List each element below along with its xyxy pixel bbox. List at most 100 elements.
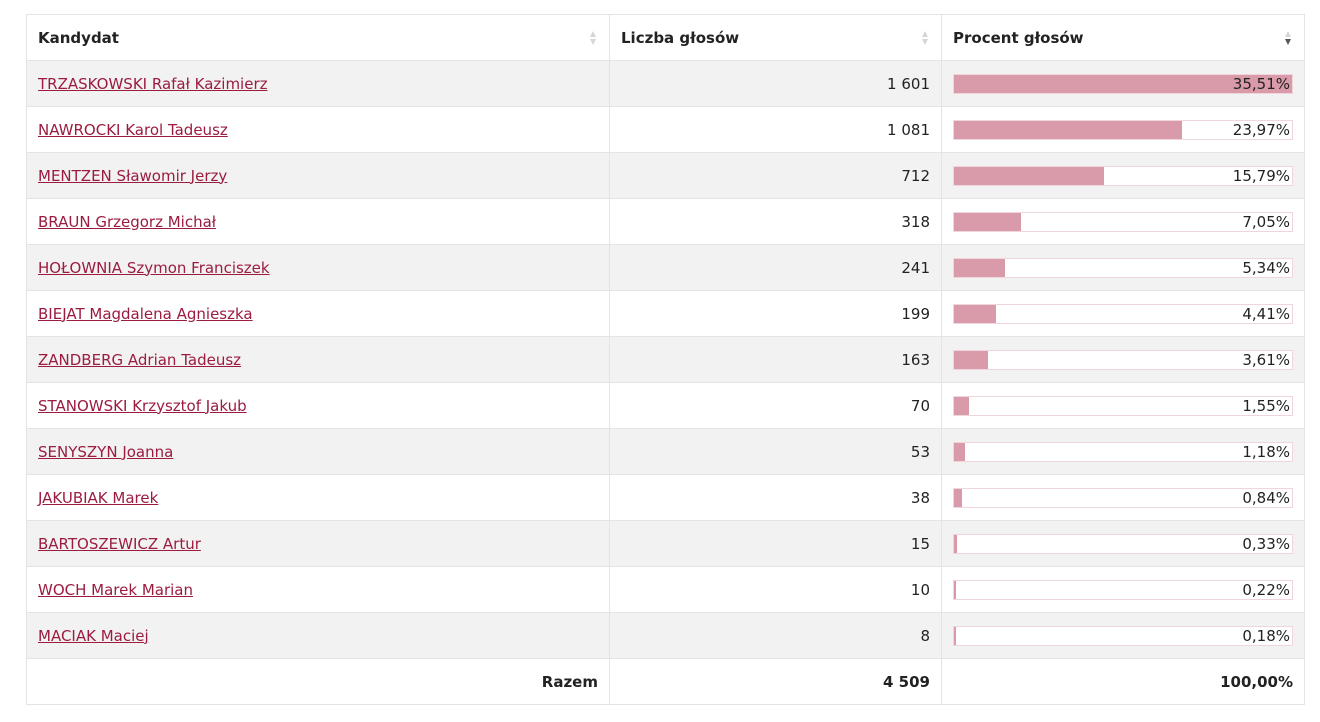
table-row: MENTZEN Sławomir Jerzy 712 15,79% — [26, 152, 1305, 199]
candidate-link[interactable]: MACIAK Maciej — [38, 626, 149, 645]
candidate-cell: MACIAK Maciej — [26, 612, 610, 659]
percent-label: 1,55% — [1242, 396, 1290, 415]
bar-track: 35,51% — [953, 73, 1293, 94]
percent-label: 3,61% — [1242, 350, 1290, 369]
candidate-link[interactable]: BRAUN Grzegorz Michał — [38, 212, 217, 231]
percent-cell: 5,34% — [941, 244, 1305, 291]
percent-cell: 4,41% — [941, 290, 1305, 337]
candidate-link[interactable]: NAWROCKI Karol Tadeusz — [38, 120, 228, 139]
header-text: Liczba głosów — [621, 28, 740, 47]
candidate-link[interactable]: SENYSZYN Joanna — [38, 442, 174, 461]
table-row: JAKUBIAK Marek 38 0,84% — [26, 474, 1305, 521]
percent-label: 15,79% — [1232, 166, 1290, 185]
votes-cell: 318 — [609, 198, 942, 245]
candidate-link[interactable]: MENTZEN Sławomir Jerzy — [38, 166, 228, 185]
candidate-link[interactable]: TRZASKOWSKI Rafał Kazimierz — [38, 74, 268, 93]
percent-cell: 0,33% — [941, 520, 1305, 567]
votes-cell: 53 — [609, 428, 942, 475]
table-row: ZANDBERG Adrian Tadeusz 163 3,61% — [26, 336, 1305, 383]
percent-bar — [954, 580, 957, 599]
percent-label: 0,22% — [1242, 580, 1290, 599]
table-row: WOCH Marek Marian 10 0,22% — [26, 566, 1305, 613]
percent-bar — [954, 212, 1022, 231]
bar-track: 7,05% — [953, 211, 1293, 232]
table-row: SENYSZYN Joanna 53 1,18% — [26, 428, 1305, 475]
candidate-link[interactable]: BARTOSZEWICZ Artur — [38, 534, 201, 553]
percent-bar — [954, 488, 962, 507]
percent-label: 7,05% — [1242, 212, 1290, 231]
candidate-cell: MENTZEN Sławomir Jerzy — [26, 152, 610, 199]
percent-cell: 23,97% — [941, 106, 1305, 153]
sort-icon — [922, 31, 928, 45]
header-text: Procent głosów — [953, 28, 1084, 47]
percent-label: 23,97% — [1232, 120, 1290, 139]
votes-cell: 1 081 — [609, 106, 942, 153]
candidate-cell: STANOWSKI Krzysztof Jakub — [26, 382, 610, 429]
header-cell[interactable]: Liczba głosów — [609, 14, 942, 61]
bar-track: 1,18% — [953, 441, 1293, 462]
percent-bar — [954, 442, 966, 461]
votes-cell: 1 601 — [609, 60, 942, 107]
percent-cell: 7,05% — [941, 198, 1305, 245]
header-text: Kandydat — [38, 28, 119, 47]
candidate-cell: NAWROCKI Karol Tadeusz — [26, 106, 610, 153]
percent-bar — [954, 74, 1292, 93]
table-row: NAWROCKI Karol Tadeusz 1 081 23,97% — [26, 106, 1305, 153]
percent-cell: 0,18% — [941, 612, 1305, 659]
table-row: MACIAK Maciej 8 0,18% — [26, 612, 1305, 659]
bar-track: 0,22% — [953, 579, 1293, 600]
candidate-link[interactable]: BIEJAT Magdalena Agnieszka — [38, 304, 253, 323]
percent-cell: 1,55% — [941, 382, 1305, 429]
table-row: STANOWSKI Krzysztof Jakub 70 1,55% — [26, 382, 1305, 429]
candidate-cell: WOCH Marek Marian — [26, 566, 610, 613]
bar-track: 5,34% — [953, 257, 1293, 278]
candidate-link[interactable]: STANOWSKI Krzysztof Jakub — [38, 396, 247, 415]
percent-label: 0,84% — [1242, 488, 1290, 507]
percent-bar — [954, 626, 956, 645]
percent-cell: 1,18% — [941, 428, 1305, 475]
votes-cell: 241 — [609, 244, 942, 291]
votes-cell: 163 — [609, 336, 942, 383]
percent-bar — [954, 534, 958, 553]
bar-track: 4,41% — [953, 303, 1293, 324]
header-row: Kandydat Liczba głosów Procent głosów — [26, 14, 1305, 61]
footer-cell: Razem — [26, 658, 610, 705]
bar-track: 15,79% — [953, 165, 1293, 186]
percent-bar — [954, 258, 1005, 277]
results-table: Kandydat Liczba głosów Procent głosów TR… — [26, 14, 1305, 705]
table-row: BRAUN Grzegorz Michał 318 7,05% — [26, 198, 1305, 245]
footer-cell: 100,00% — [941, 658, 1305, 705]
candidate-link[interactable]: JAKUBIAK Marek — [38, 488, 159, 507]
header-cell[interactable]: Kandydat — [26, 14, 610, 61]
table-header: Kandydat Liczba głosów Procent głosów — [26, 14, 1305, 61]
percent-label: 5,34% — [1242, 258, 1290, 277]
sort-icon — [1285, 31, 1291, 45]
candidate-link[interactable]: ZANDBERG Adrian Tadeusz — [38, 350, 242, 369]
votes-cell: 199 — [609, 290, 942, 337]
candidate-cell: TRZASKOWSKI Rafał Kazimierz — [26, 60, 610, 107]
bar-track: 23,97% — [953, 119, 1293, 140]
percent-label: 0,18% — [1242, 626, 1290, 645]
table-row: HOŁOWNIA Szymon Franciszek 241 5,34% — [26, 244, 1305, 291]
votes-cell: 15 — [609, 520, 942, 567]
percent-cell: 3,61% — [941, 336, 1305, 383]
votes-cell: 10 — [609, 566, 942, 613]
percent-bar — [954, 304, 996, 323]
header-cell[interactable]: Procent głosów — [941, 14, 1305, 61]
votes-cell: 8 — [609, 612, 942, 659]
candidate-cell: HOŁOWNIA Szymon Franciszek — [26, 244, 610, 291]
candidate-cell: ZANDBERG Adrian Tadeusz — [26, 336, 610, 383]
footer-cell: 4 509 — [609, 658, 942, 705]
candidate-link[interactable]: HOŁOWNIA Szymon Franciszek — [38, 258, 270, 277]
votes-cell: 38 — [609, 474, 942, 521]
bar-track: 1,55% — [953, 395, 1293, 416]
table-body: TRZASKOWSKI Rafał Kazimierz 1 601 35,51% NA… — [26, 60, 1305, 659]
percent-bar — [954, 120, 1183, 139]
percent-label: 1,18% — [1242, 442, 1290, 461]
candidate-link[interactable]: WOCH Marek Marian — [38, 580, 193, 599]
footer-row: Razem 4 509 100,00% — [26, 658, 1305, 705]
percent-bar — [954, 350, 989, 369]
candidate-cell: BRAUN Grzegorz Michał — [26, 198, 610, 245]
percent-cell: 0,84% — [941, 474, 1305, 521]
